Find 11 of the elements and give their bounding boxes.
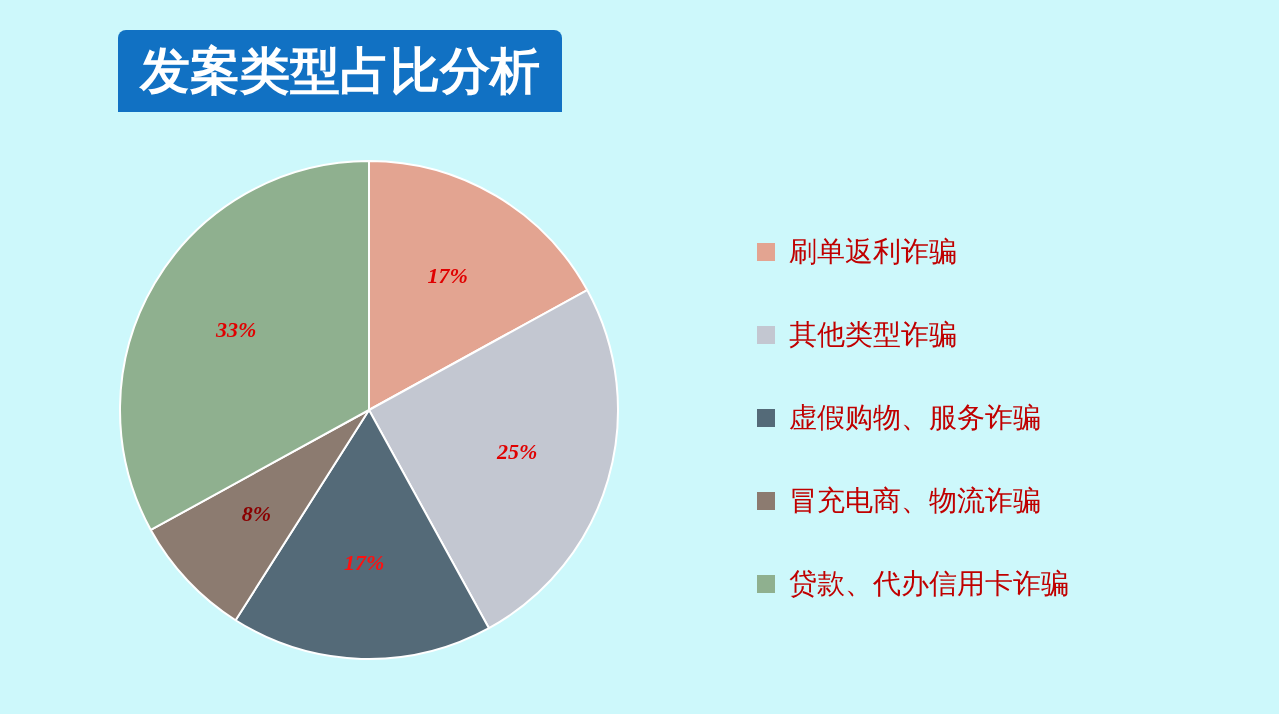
data-label: 8% bbox=[241, 501, 272, 527]
legend-label: 刷单返利诈骗 bbox=[789, 233, 957, 270]
legend-label: 其他类型诈骗 bbox=[789, 316, 957, 353]
legend-label: 虚假购物、服务诈骗 bbox=[789, 399, 1041, 436]
data-label: 17% bbox=[427, 262, 468, 288]
chart-title: 发案类型占比分析 bbox=[118, 30, 562, 112]
data-label: 17% bbox=[343, 549, 385, 575]
data-label: 25% bbox=[496, 438, 538, 464]
legend-label: 贷款、代办信用卡诈骗 bbox=[789, 565, 1069, 602]
legend-label: 冒充电商、物流诈骗 bbox=[789, 482, 1041, 519]
data-label: 33% bbox=[214, 317, 257, 343]
